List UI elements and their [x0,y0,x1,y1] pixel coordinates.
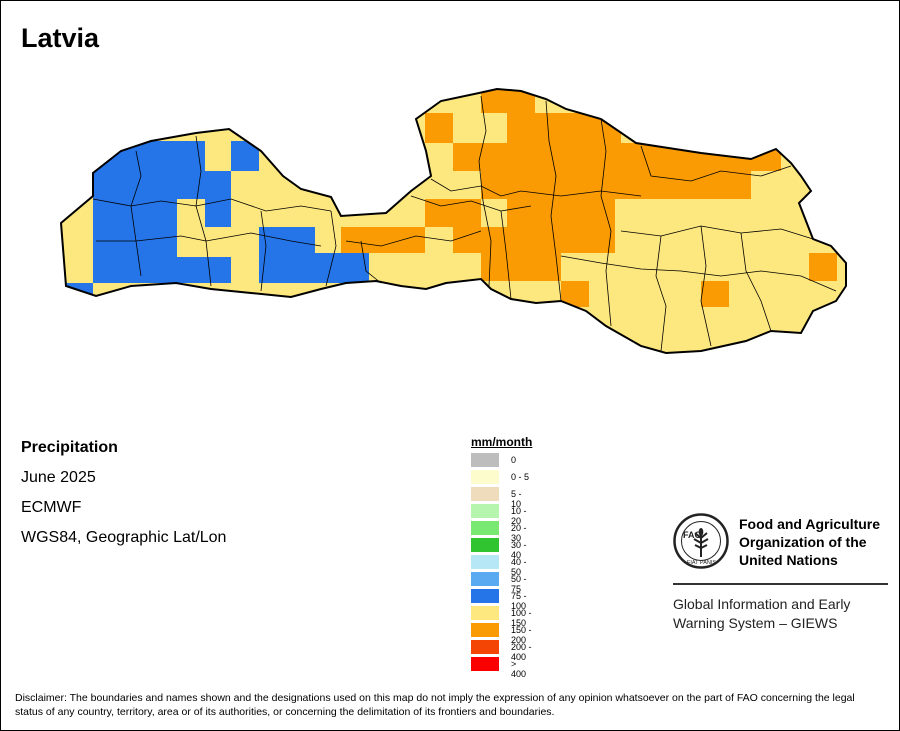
legend-swatch [471,657,499,671]
legend-item: 40 - 50 [471,554,532,577]
legend-label: 150 - 200 [511,625,532,645]
legend-label: 100 - 150 [511,608,532,628]
legend-item: 0 - 5 [471,469,532,486]
precipitation-cell [425,113,453,143]
legend-swatch [471,640,499,654]
projection-label: WGS84, Geographic Lat/Lon [21,529,227,546]
legend-swatch [471,623,499,637]
legend-item: 30 - 40 [471,537,532,560]
precipitation-cell [61,283,66,311]
legend-label: 50 - 75 [511,574,527,594]
fao-name: Food and Agriculture Organization of the… [739,515,880,569]
legend-label: 10 - 20 [511,506,527,526]
map-title: Latvia [21,23,100,53]
precipitation-cell [259,227,315,257]
precipitation-cell [205,141,231,171]
legend-swatch [471,538,499,552]
precipitation-cell [93,257,177,283]
legend-label: 30 - 40 [511,540,527,560]
variable-label: Precipitation [21,439,118,456]
legend-label: > 400 [511,659,527,679]
precipitation-cell [507,199,615,227]
giews-name: Global Information and Early Warning Sys… [673,595,850,633]
legend-swatch [471,572,499,586]
legend-item: > 400 [471,656,532,679]
giews-line: Warning System – GIEWS [673,615,838,631]
giews-line: Global Information and Early [673,596,851,612]
svg-text:FIAT PANIS: FIAT PANIS [687,560,716,566]
legend-label: 0 [511,455,517,465]
precipitation-cell [453,143,641,171]
legend-item: 50 - 75 [471,571,532,594]
legend-label: 5 - 10 [511,489,522,509]
legend-item: 5 - 10 [471,486,532,509]
fao-logo-icon: FAO FIAT PANIS [673,513,729,569]
precipitation-cell [177,171,231,199]
legend-item: 75 - 100 [471,588,532,611]
divider [673,583,888,585]
disclaimer: Disclaimer: The boundaries and names sho… [15,692,855,718]
precipitation-cell [481,171,751,199]
legend-swatch [471,555,499,569]
precipitation-cell [809,253,837,281]
precipitation-cell [231,141,259,171]
legend-item: 20 - 30 [471,520,532,543]
legend-item: 150 - 200 [471,622,532,645]
legend-swatch [471,504,499,518]
precipitation-cell [341,227,425,253]
precipitation-cell [453,227,615,253]
period-label: June 2025 [21,469,96,486]
fao-name-line: Organization of the [739,534,867,550]
precipitation-cell [259,253,369,283]
precipitation-cell [481,253,561,281]
precipitation-cell [121,141,205,171]
legend-swatch [471,589,499,603]
fao-name-line: United Nations [739,552,838,568]
legend-label: 0 - 5 [511,472,530,482]
source-label: ECMWF [21,499,82,516]
legend-swatch [471,470,499,484]
legend-item: 10 - 20 [471,503,532,526]
fao-name-line: Food and Agriculture [739,516,881,532]
legend-swatch [471,606,499,620]
legend-swatch [471,521,499,535]
legend-item: 100 - 150 [471,605,532,628]
precipitation-cell [66,257,93,283]
legend-swatch [471,453,499,467]
svg-text:FAO: FAO [683,530,702,540]
legend-item: 200 - 400 [471,639,532,662]
legend-swatch [471,487,499,501]
legend-label: 200 - 400 [511,642,532,662]
precipitation-cell [701,281,729,307]
legend-unit: mm/month [471,435,533,449]
legend-item: 0 [471,452,532,469]
precipitation-cell [177,257,231,283]
legend-label: 40 - 50 [511,557,527,577]
legend-label: 75 - 100 [511,591,527,611]
legend: mm/month 0 0 - 5 5 - 10 10 - 20 20 - 30 … [471,435,533,679]
precipitation-cell [93,199,177,227]
legend-label: 20 - 30 [511,523,527,543]
